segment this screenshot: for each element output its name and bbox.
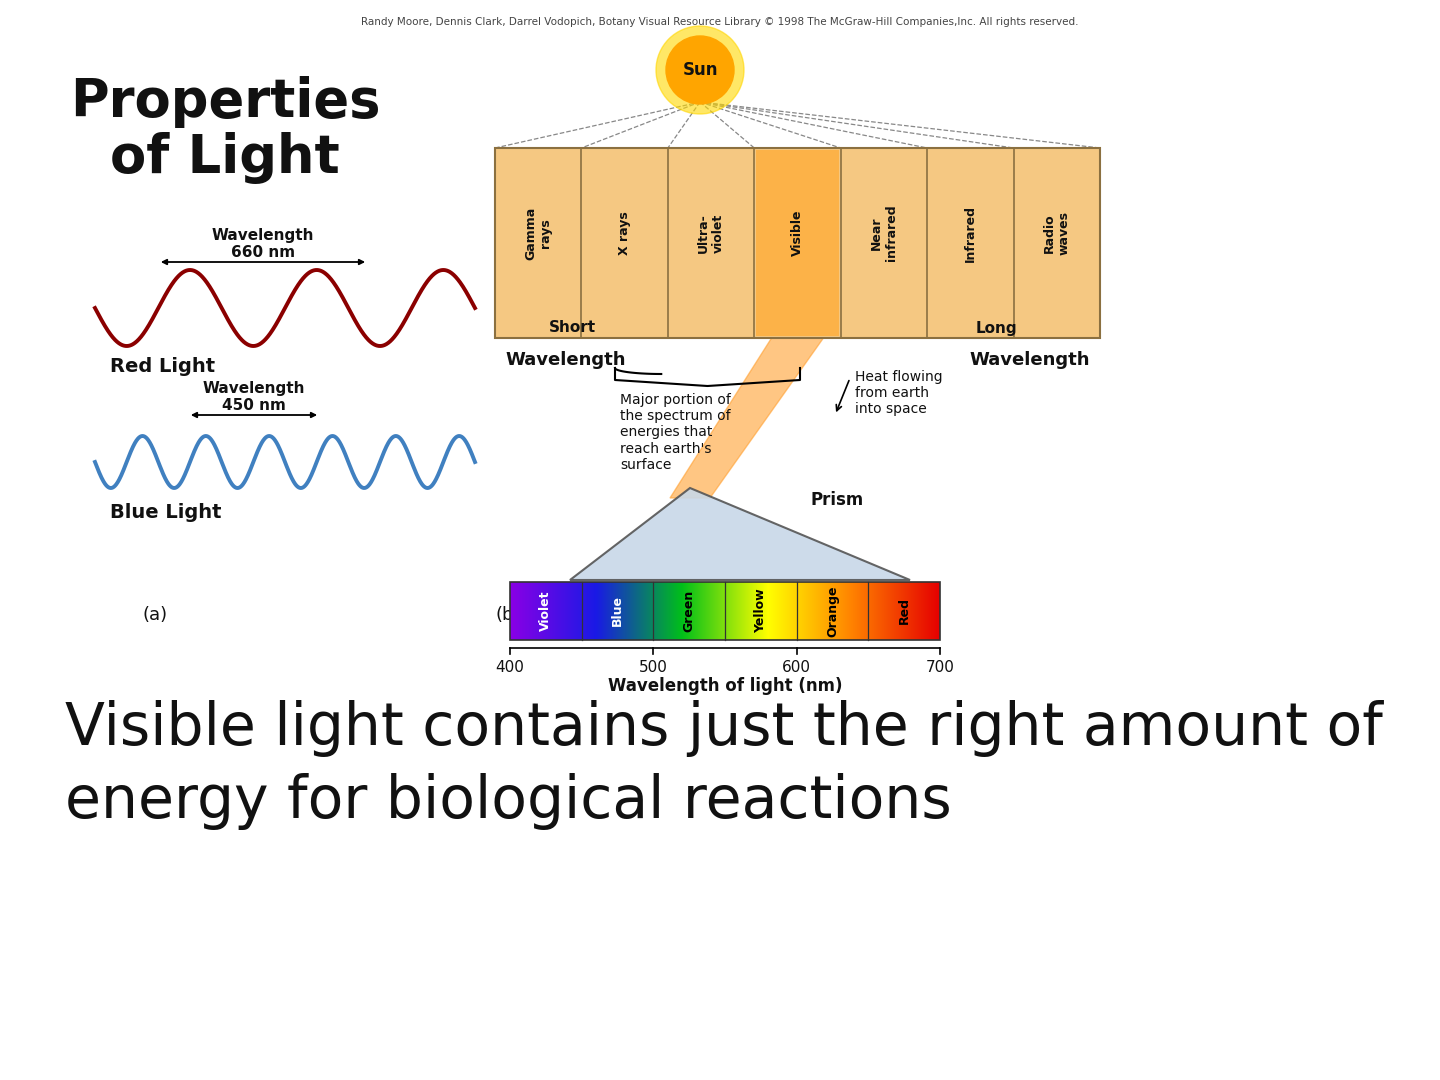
Bar: [756, 150, 838, 336]
Polygon shape: [670, 338, 824, 498]
Text: Randy Moore, Dennis Clark, Darrel Vodopich, Botany Visual Resource Library © 199: Randy Moore, Dennis Clark, Darrel Vodopi…: [361, 17, 1079, 27]
Text: Properties
of Light: Properties of Light: [69, 76, 380, 184]
Polygon shape: [570, 488, 910, 580]
Text: 600: 600: [782, 661, 811, 675]
Text: Long: Long: [975, 321, 1017, 336]
Text: Blue Light: Blue Light: [109, 502, 222, 522]
Text: Visible light contains just the right amount of
energy for biological reactions: Visible light contains just the right am…: [65, 700, 1382, 829]
Text: 400: 400: [495, 661, 524, 675]
Bar: [495, 148, 1100, 338]
Text: (b): (b): [495, 606, 521, 624]
Text: Wavelength: Wavelength: [505, 351, 625, 369]
Text: Visible: Visible: [791, 210, 804, 256]
Text: Wavelength
450 nm: Wavelength 450 nm: [203, 380, 305, 413]
Text: Heat flowing
from earth
into space: Heat flowing from earth into space: [855, 370, 943, 417]
Text: Gamma
rays: Gamma rays: [524, 206, 552, 259]
Text: Prism: Prism: [809, 491, 863, 509]
Text: Wavelength
660 nm: Wavelength 660 nm: [212, 228, 314, 260]
Text: Infrared: Infrared: [963, 204, 976, 261]
Text: Red Light: Red Light: [109, 356, 215, 376]
Text: 700: 700: [926, 661, 955, 675]
Text: Blue: Blue: [611, 595, 624, 626]
Text: Green: Green: [683, 590, 696, 632]
Text: Violet: Violet: [540, 591, 553, 631]
Text: Wavelength: Wavelength: [969, 351, 1090, 369]
Text: Red: Red: [897, 597, 910, 624]
Circle shape: [657, 26, 744, 114]
Text: Near
infrared: Near infrared: [870, 205, 899, 261]
Text: Wavelength of light (nm): Wavelength of light (nm): [608, 677, 842, 696]
Text: Radio
waves: Radio waves: [1043, 211, 1071, 255]
Text: Orange: Orange: [827, 585, 840, 637]
Bar: [510, 582, 940, 640]
Text: Sun: Sun: [683, 60, 717, 79]
Text: Major portion of
the spectrum of
energies that
reach earth's
surface: Major portion of the spectrum of energie…: [621, 393, 732, 472]
Text: Short: Short: [549, 321, 596, 336]
Circle shape: [665, 36, 734, 104]
Text: Ultra-
violet: Ultra- violet: [697, 213, 726, 253]
Text: Yellow: Yellow: [755, 589, 768, 633]
Text: 500: 500: [639, 661, 668, 675]
Text: (a): (a): [143, 606, 167, 624]
Text: X rays: X rays: [618, 211, 631, 255]
